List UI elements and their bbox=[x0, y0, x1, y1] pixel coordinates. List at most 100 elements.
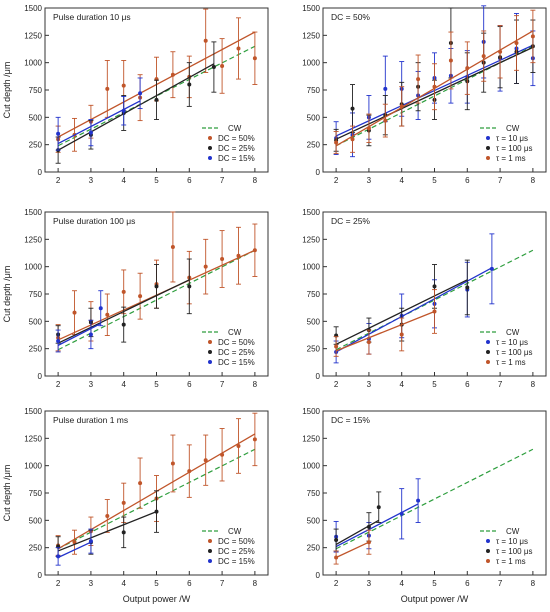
data-point bbox=[203, 264, 208, 269]
legend-swatch bbox=[486, 549, 490, 553]
fit-line bbox=[57, 63, 215, 151]
legend-label: τ = 100 μs bbox=[496, 144, 532, 153]
fit-line bbox=[335, 541, 370, 559]
fit-line bbox=[335, 310, 435, 352]
data-point bbox=[138, 294, 143, 299]
y-tick-label: 0 bbox=[316, 372, 321, 381]
legend-label: DC = 50% bbox=[218, 338, 255, 347]
legend-label-cw: CW bbox=[228, 124, 242, 133]
fit-line bbox=[57, 510, 157, 552]
y-tick-label: 1250 bbox=[24, 434, 42, 443]
y-tick-label: 1000 bbox=[24, 462, 42, 471]
fit-line bbox=[335, 267, 493, 353]
series-3 bbox=[333, 529, 372, 565]
fit-line bbox=[335, 503, 419, 548]
legend-label-cw: CW bbox=[506, 124, 520, 133]
x-tick-label: 8 bbox=[531, 579, 536, 588]
data-point bbox=[334, 555, 339, 560]
legend-label: DC = 15% bbox=[218, 557, 255, 566]
data-point bbox=[220, 257, 225, 262]
x-tick-label: 8 bbox=[531, 176, 536, 185]
y-tick-label: 250 bbox=[307, 345, 321, 354]
y-tick-label: 1000 bbox=[302, 462, 320, 471]
data-point bbox=[514, 40, 519, 45]
legend-label: τ = 1 ms bbox=[496, 358, 526, 367]
y-tick-label: 500 bbox=[307, 317, 321, 326]
y-tick-label: 1250 bbox=[24, 31, 42, 40]
data-point bbox=[236, 253, 241, 258]
legend-swatch bbox=[208, 136, 212, 140]
x-tick-label: 2 bbox=[56, 176, 61, 185]
y-axis-label: Cut depth /μm bbox=[2, 62, 12, 119]
data-point bbox=[366, 524, 371, 529]
y-tick-label: 1000 bbox=[302, 59, 320, 68]
x-tick-label: 7 bbox=[220, 579, 225, 588]
x-tick-label: 5 bbox=[154, 176, 159, 185]
x-tick-label: 4 bbox=[399, 176, 404, 185]
data-point bbox=[56, 554, 61, 559]
panel-title: Pulse duration 100 μs bbox=[53, 216, 135, 226]
chart-panel-1: 0 250 500 750 1000 1250 1500 2 3 4 5 6 7 8 Pulse durat… bbox=[2, 4, 269, 185]
x-tick-label: 6 bbox=[465, 176, 470, 185]
legend-label-cw: CW bbox=[228, 328, 242, 337]
series-3 bbox=[333, 289, 437, 357]
legend-label: τ = 1 ms bbox=[496, 154, 526, 163]
data-point bbox=[399, 104, 404, 109]
data-point bbox=[252, 248, 257, 253]
x-axis-label: Output power /W bbox=[401, 594, 469, 604]
y-tick-label: 1500 bbox=[302, 208, 320, 217]
data-point bbox=[98, 306, 103, 311]
data-point bbox=[72, 540, 77, 545]
y-tick-label: 1500 bbox=[302, 4, 320, 13]
x-tick-label: 2 bbox=[56, 579, 61, 588]
data-point bbox=[366, 540, 371, 545]
legend-swatch bbox=[208, 549, 212, 553]
data-point bbox=[416, 498, 421, 503]
panel-title: Pulse duration 10 μs bbox=[53, 12, 131, 22]
data-point bbox=[220, 452, 225, 457]
legend-swatch bbox=[208, 156, 212, 160]
x-tick-label: 5 bbox=[154, 380, 159, 389]
y-tick-label: 1000 bbox=[24, 263, 42, 272]
legend-swatch bbox=[208, 539, 212, 543]
panel-title: Pulse duration 1 ms bbox=[53, 415, 128, 425]
legend-label: DC = 25% bbox=[218, 348, 255, 357]
x-tick-label: 3 bbox=[89, 176, 94, 185]
y-tick-label: 1500 bbox=[24, 4, 42, 13]
panel-title: DC = 50% bbox=[331, 12, 370, 22]
legend-swatch bbox=[486, 146, 490, 150]
y-tick-label: 500 bbox=[307, 113, 321, 122]
x-tick-label: 2 bbox=[334, 579, 339, 588]
x-tick-label: 2 bbox=[334, 380, 339, 389]
x-tick-label: 7 bbox=[498, 579, 503, 588]
y-tick-label: 750 bbox=[29, 290, 43, 299]
data-point bbox=[383, 86, 388, 91]
x-tick-label: 5 bbox=[154, 579, 159, 588]
data-point bbox=[530, 34, 535, 39]
x-tick-label: 3 bbox=[89, 380, 94, 389]
y-tick-label: 500 bbox=[29, 516, 43, 525]
data-point bbox=[376, 505, 381, 510]
data-point bbox=[334, 538, 339, 543]
x-tick-label: 4 bbox=[121, 380, 126, 389]
data-point bbox=[252, 437, 257, 442]
y-tick-label: 750 bbox=[307, 290, 321, 299]
legend: CWτ = 10 μsτ = 100 μsτ = 1 ms bbox=[480, 328, 532, 367]
data-point bbox=[334, 344, 339, 349]
legend: CWτ = 10 μsτ = 100 μsτ = 1 ms bbox=[480, 527, 532, 566]
y-tick-label: 500 bbox=[29, 317, 43, 326]
series-3 bbox=[55, 77, 143, 151]
data-point bbox=[170, 72, 175, 77]
data-point bbox=[105, 86, 110, 91]
data-point bbox=[187, 82, 192, 87]
data-point bbox=[187, 469, 192, 474]
series-2 bbox=[333, 491, 382, 552]
legend-swatch bbox=[486, 360, 490, 364]
legend-label: DC = 15% bbox=[218, 358, 255, 367]
x-tick-label: 2 bbox=[56, 380, 61, 389]
x-tick-label: 4 bbox=[399, 380, 404, 389]
